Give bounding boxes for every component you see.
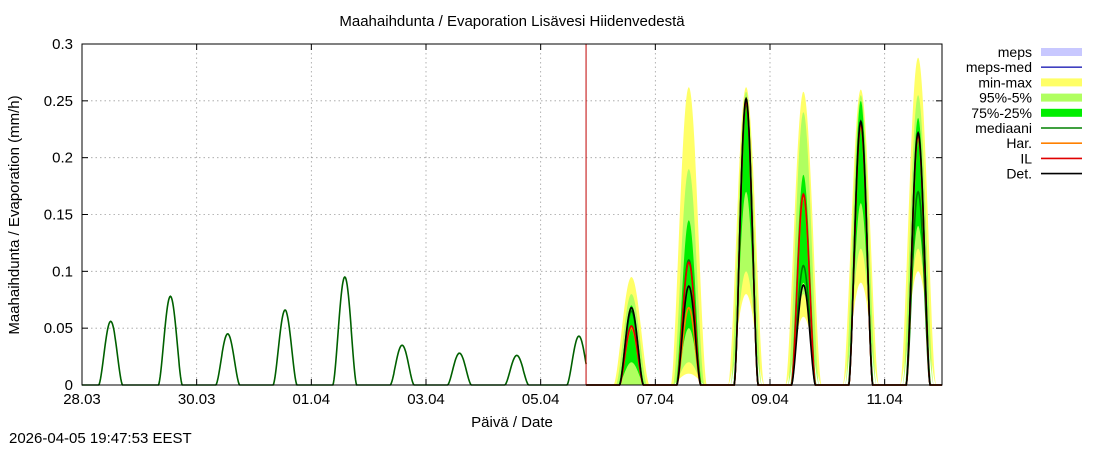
legend: mepsmeps-medmin-max95%-5%75%-25%mediaani… (966, 44, 1082, 182)
chart-title: Maahaihdunta / Evaporation Lisävesi Hiid… (339, 13, 685, 30)
y-tick-label: 0.3 (52, 36, 73, 53)
legend-label: Det. (1006, 166, 1032, 182)
legend-label: IL (1020, 150, 1032, 166)
y-tick-label: 0.15 (44, 207, 73, 224)
x-tick-label: 03.04 (407, 391, 445, 408)
x-tick-label: 30.03 (178, 391, 216, 408)
legend-label: meps-med (966, 59, 1032, 75)
y-tick-label: 0.1 (52, 263, 73, 280)
series-layer (82, 44, 942, 386)
x-axis-label: Päivä / Date (471, 414, 553, 431)
x-tick-label: 28.03 (63, 391, 101, 408)
legend-swatch (1041, 93, 1082, 102)
x-tick-label: 05.04 (522, 391, 560, 408)
y-tick-label: 0.2 (52, 150, 73, 167)
x-tick-label: 09.04 (751, 391, 789, 408)
x-tick-label: 07.04 (637, 391, 675, 408)
y-axis-label: Maahaihdunta / Evaporation (mm/h) (6, 95, 23, 334)
x-tick-label: 11.04 (866, 391, 902, 408)
x-tick-label: 01.04 (293, 391, 331, 408)
legend-swatch (1041, 78, 1082, 87)
band-95-5 (902, 95, 934, 385)
legend-label: Har. (1006, 135, 1032, 151)
legend-label: 95%-5% (979, 90, 1032, 106)
band-75-25 (618, 305, 645, 385)
legend-label: min-max (978, 74, 1032, 90)
y-tick-label: 0 (65, 377, 73, 394)
band-75-25 (733, 100, 760, 386)
band-75-25 (790, 174, 817, 385)
timestamp: 2026-04-05 19:47:53 EEST (9, 430, 192, 447)
legend-label: mediaani (975, 120, 1032, 136)
y-tick-label: 0.25 (44, 93, 73, 110)
y-tick-label: 0.05 (44, 320, 73, 337)
legend-swatch (1041, 108, 1082, 117)
band-95-5 (845, 95, 877, 385)
legend-label: meps (998, 44, 1032, 60)
legend-swatch (1041, 48, 1082, 56)
legend-label: 75%-25% (971, 105, 1032, 121)
